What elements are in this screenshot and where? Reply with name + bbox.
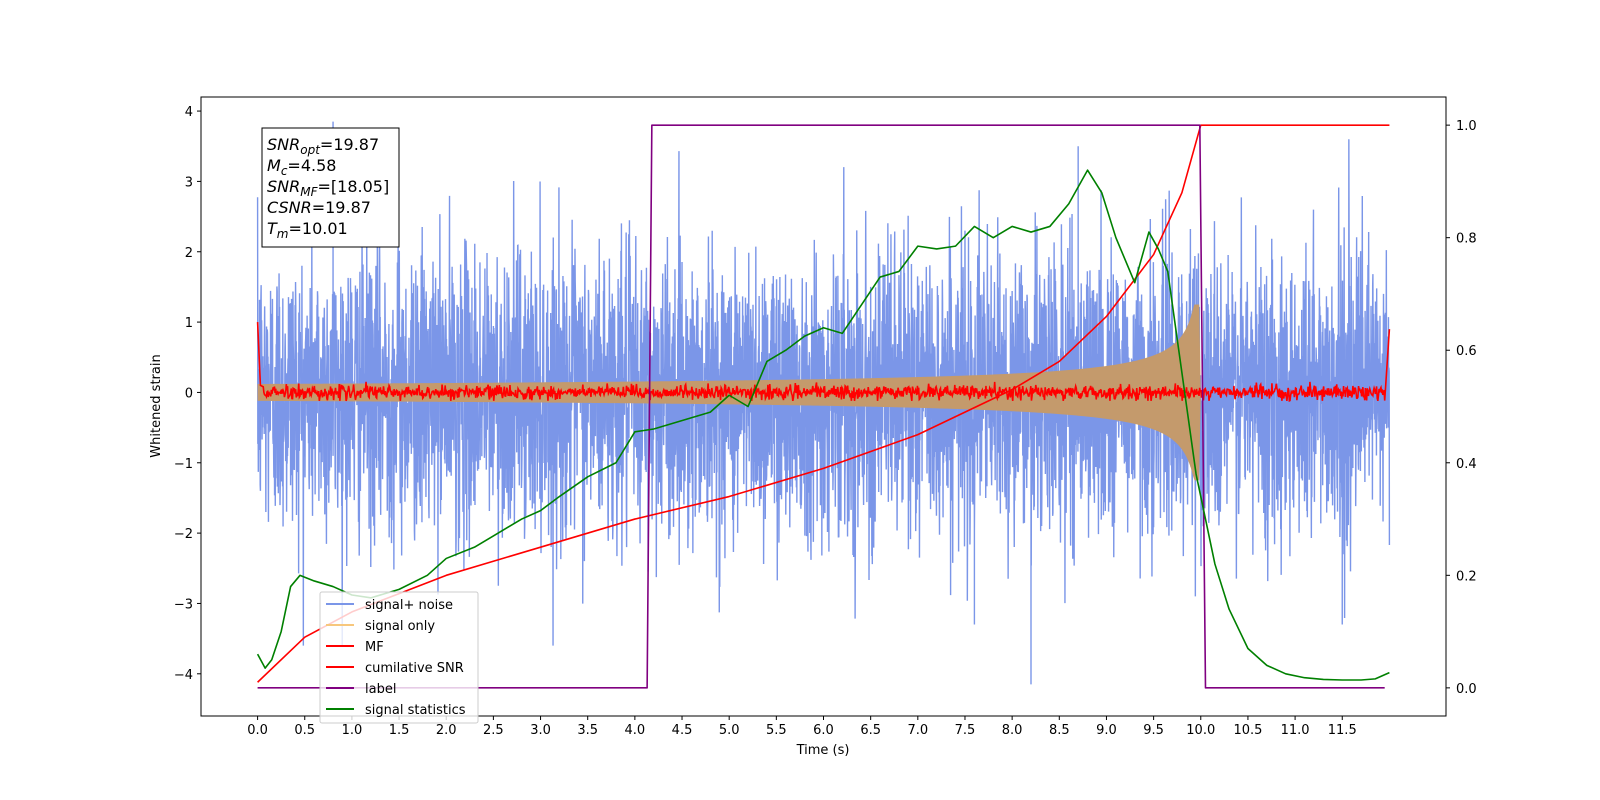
x-tick-label: 4.0 [625, 723, 646, 738]
y-right-tick-label: 0.0 [1456, 682, 1477, 697]
info-box: SNRopt=19.87 Mc=4.58 SNRMF=[18.05] CSNR=… [261, 127, 400, 248]
series-signal-statistics-line [256, 169, 1390, 681]
y-tick-label: 1 [185, 316, 193, 331]
y-tick-label: −4 [174, 668, 193, 683]
x-tick-label: 7.5 [955, 723, 976, 738]
y-tick-label: 2 [185, 246, 193, 261]
y-right-tick-label: 1.0 [1456, 119, 1477, 134]
x-tick-label: 2.5 [483, 723, 504, 738]
legend: signal+ noise signal only MF cumilative SNR… [319, 591, 479, 724]
series-mf-line [256, 322, 1391, 403]
legend-label: MF [365, 640, 384, 655]
x-tick-label: 3.0 [530, 723, 551, 738]
legend-label: signal+ noise [365, 598, 453, 613]
x-tick-label: 5.5 [766, 723, 787, 738]
y-tick-label: 3 [185, 175, 193, 190]
series-cumulative-snr-line [257, 124, 1390, 683]
x-tick-label: 5.0 [719, 723, 740, 738]
x-tick-label: 0.0 [247, 723, 268, 738]
info-box-frame [261, 127, 400, 248]
x-tick-label: 4.5 [672, 723, 693, 738]
y-tick-label: −3 [174, 597, 193, 612]
x-tick-label: 8.0 [1002, 723, 1023, 738]
x-tick-label: 1.5 [389, 723, 410, 738]
series-signal-noise-line [256, 121, 1391, 685]
y-right-tick-label: 0.6 [1456, 344, 1477, 359]
info-mc: Mc=4.58 [267, 156, 336, 178]
legend-frame [319, 591, 479, 724]
info-csnr: CSNR=19.87 [267, 198, 371, 217]
y-right-tick-label: 0.2 [1456, 569, 1477, 584]
y-tick-label: −2 [174, 527, 193, 542]
legend-label: signal statistics [365, 703, 466, 718]
y-tick-label: 4 [185, 105, 193, 120]
info-snr-mf: SNRMF=[18.05] [267, 177, 389, 199]
x-axis-label: Time (s) [796, 743, 850, 758]
legend-label: signal only [365, 619, 435, 634]
x-tick-label: 0.5 [294, 723, 315, 738]
y-right-tick-label: 0.4 [1456, 457, 1477, 472]
x-tick-label: 11.5 [1328, 723, 1357, 738]
x-tick-label: 3.5 [577, 723, 598, 738]
x-tick-label: 6.5 [860, 723, 881, 738]
x-tick-label: 10.0 [1186, 723, 1215, 738]
legend-label: cumilative SNR [365, 661, 464, 676]
x-tick-label: 9.0 [1096, 723, 1117, 738]
x-tick-label: 10.5 [1233, 723, 1262, 738]
y-tick-label: 0 [185, 386, 193, 401]
info-tm: Tm=10.01 [267, 219, 348, 241]
info-snr-opt: SNRopt=19.87 [267, 135, 379, 157]
x-tick-label: 9.5 [1143, 723, 1164, 738]
x-tick-label: 7.0 [907, 723, 928, 738]
x-tick-label: 8.5 [1049, 723, 1070, 738]
series-label-line [257, 124, 1385, 689]
x-tick-label: 11.0 [1281, 723, 1310, 738]
tick-layer: 0.0 0.5 1.0 1.5 2.0 2.5 3.0 3.5 4.0 4.5 5.0 5.5 6.0 6… [174, 105, 1477, 738]
x-tick-label: 6.0 [813, 723, 834, 738]
x-tick-label: 2.0 [436, 723, 457, 738]
y-axis-label: Whitened strain [149, 354, 164, 457]
x-tick-label: 1.0 [342, 723, 363, 738]
plot-area [256, 121, 1391, 689]
legend-label: label [365, 682, 396, 697]
y-tick-label: −1 [174, 457, 193, 472]
y-right-tick-label: 0.8 [1456, 232, 1477, 247]
